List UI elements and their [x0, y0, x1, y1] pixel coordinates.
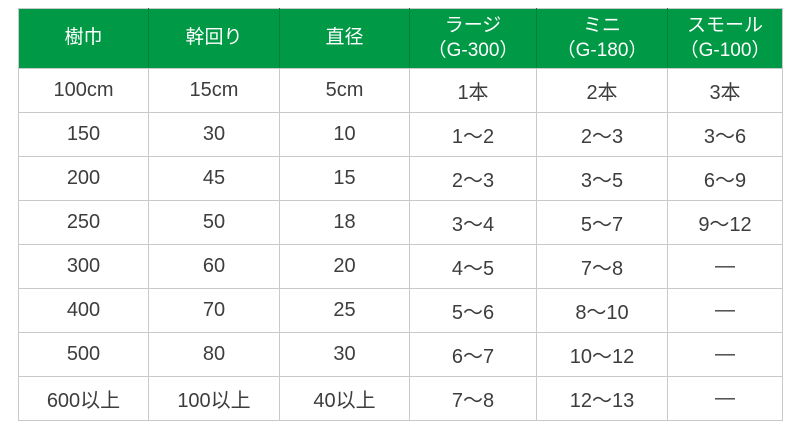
header-label: 直径 [325, 27, 364, 49]
table-cell: 3本 [667, 68, 783, 113]
table-cell: 1本 [409, 68, 537, 113]
table-cell: 5〜7 [536, 200, 668, 245]
size-table: 樹巾 幹回り 直径 ラージ （G-300） ミニ （G-180） スモール （G-100） 10… [18, 8, 783, 421]
table-cell: 10 [279, 112, 410, 157]
table-cell: 200 [18, 156, 149, 201]
table-cell: 100以上 [148, 376, 280, 421]
table-row: 500 80 30 6〜7 10〜12— [18, 332, 783, 377]
header-label: ラージ [444, 14, 502, 36]
table-cell: 12〜13 [536, 376, 668, 421]
table-cell: 600以上 [18, 376, 149, 421]
header-cell: ラージ （G-300） [409, 8, 537, 69]
table-cell: 60 [148, 244, 280, 289]
table-cell: 3〜5 [536, 156, 668, 201]
table-row: 250 50 18 3〜4 5〜7 9〜12 [18, 200, 783, 245]
table-cell: 10〜12 [536, 332, 668, 377]
table-row: 300 60 20 4〜5 7〜8— [18, 244, 783, 289]
header-sublabel: （G-180） [556, 39, 648, 61]
header-label: 樹巾 [64, 27, 103, 49]
table-cell: 5〜6 [409, 288, 537, 333]
table-cell: 3〜4 [409, 200, 537, 245]
table-cell: 25 [279, 288, 410, 333]
header-label: スモール [686, 14, 763, 36]
table-cell: 30 [148, 112, 280, 157]
header-cell: 直径 [279, 8, 410, 69]
table-cell: 45 [148, 156, 280, 201]
table-cell: 100cm [18, 68, 149, 113]
table-cell: 9〜12 [667, 200, 783, 245]
size-table-body: 100cm 15cm 5cm 1本 2本 3本 150 30 10 1〜2 2〜3 3〜6 200 45 1… [18, 68, 783, 421]
table-row: 100cm 15cm 5cm 1本 2本 3本 [18, 68, 783, 113]
table-cell: 70 [148, 288, 280, 333]
table-cell: 50 [148, 200, 280, 245]
table-cell: — [667, 376, 783, 421]
table-cell: 5cm [279, 68, 410, 113]
header-label: ミニ [582, 14, 621, 36]
table-cell: 3〜6 [667, 112, 783, 157]
table-cell: 400 [18, 288, 149, 333]
table-cell: 1〜2 [409, 112, 537, 157]
header-cell: ミニ （G-180） [536, 8, 668, 69]
header-label: 幹回り [185, 27, 243, 49]
table-cell: 300 [18, 244, 149, 289]
table-cell: — [667, 288, 783, 333]
table-cell: 2〜3 [536, 112, 668, 157]
table-row: 600以上 100以上 40以上 7〜8 12〜13— [18, 376, 783, 421]
table-cell: 250 [18, 200, 149, 245]
table-cell: 15cm [148, 68, 280, 113]
header-sublabel: （G-100） [679, 39, 771, 61]
table-cell: 20 [279, 244, 410, 289]
table-row: 150 30 10 1〜2 2〜3 3〜6 [18, 112, 783, 157]
table-cell: 40以上 [279, 376, 410, 421]
header-cell: 幹回り [148, 8, 280, 69]
header-sublabel: （G-300） [427, 39, 519, 61]
header-cell: 樹巾 [18, 8, 149, 69]
table-cell: — [667, 332, 783, 377]
table-cell: 80 [148, 332, 280, 377]
table-cell: 7〜8 [409, 376, 537, 421]
table-cell: — [667, 244, 783, 289]
table-cell: 7〜8 [536, 244, 668, 289]
table-cell: 500 [18, 332, 149, 377]
table-cell: 30 [279, 332, 410, 377]
header-row: 樹巾 幹回り 直径 ラージ （G-300） ミニ （G-180） スモール （G-100） [18, 8, 783, 69]
table-cell: 6〜9 [667, 156, 783, 201]
table-cell: 2本 [536, 68, 668, 113]
table-cell: 2〜3 [409, 156, 537, 201]
table-row: 400 70 25 5〜6 8〜10— [18, 288, 783, 333]
size-table-header: 樹巾 幹回り 直径 ラージ （G-300） ミニ （G-180） スモール （G-100） [18, 8, 783, 69]
table-cell: 6〜7 [409, 332, 537, 377]
header-cell: スモール （G-100） [667, 8, 783, 69]
table-cell: 4〜5 [409, 244, 537, 289]
table-cell: 18 [279, 200, 410, 245]
table-cell: 150 [18, 112, 149, 157]
table-cell: 8〜10 [536, 288, 668, 333]
table-row: 200 45 15 2〜3 3〜5 6〜9 [18, 156, 783, 201]
table-cell: 15 [279, 156, 410, 201]
